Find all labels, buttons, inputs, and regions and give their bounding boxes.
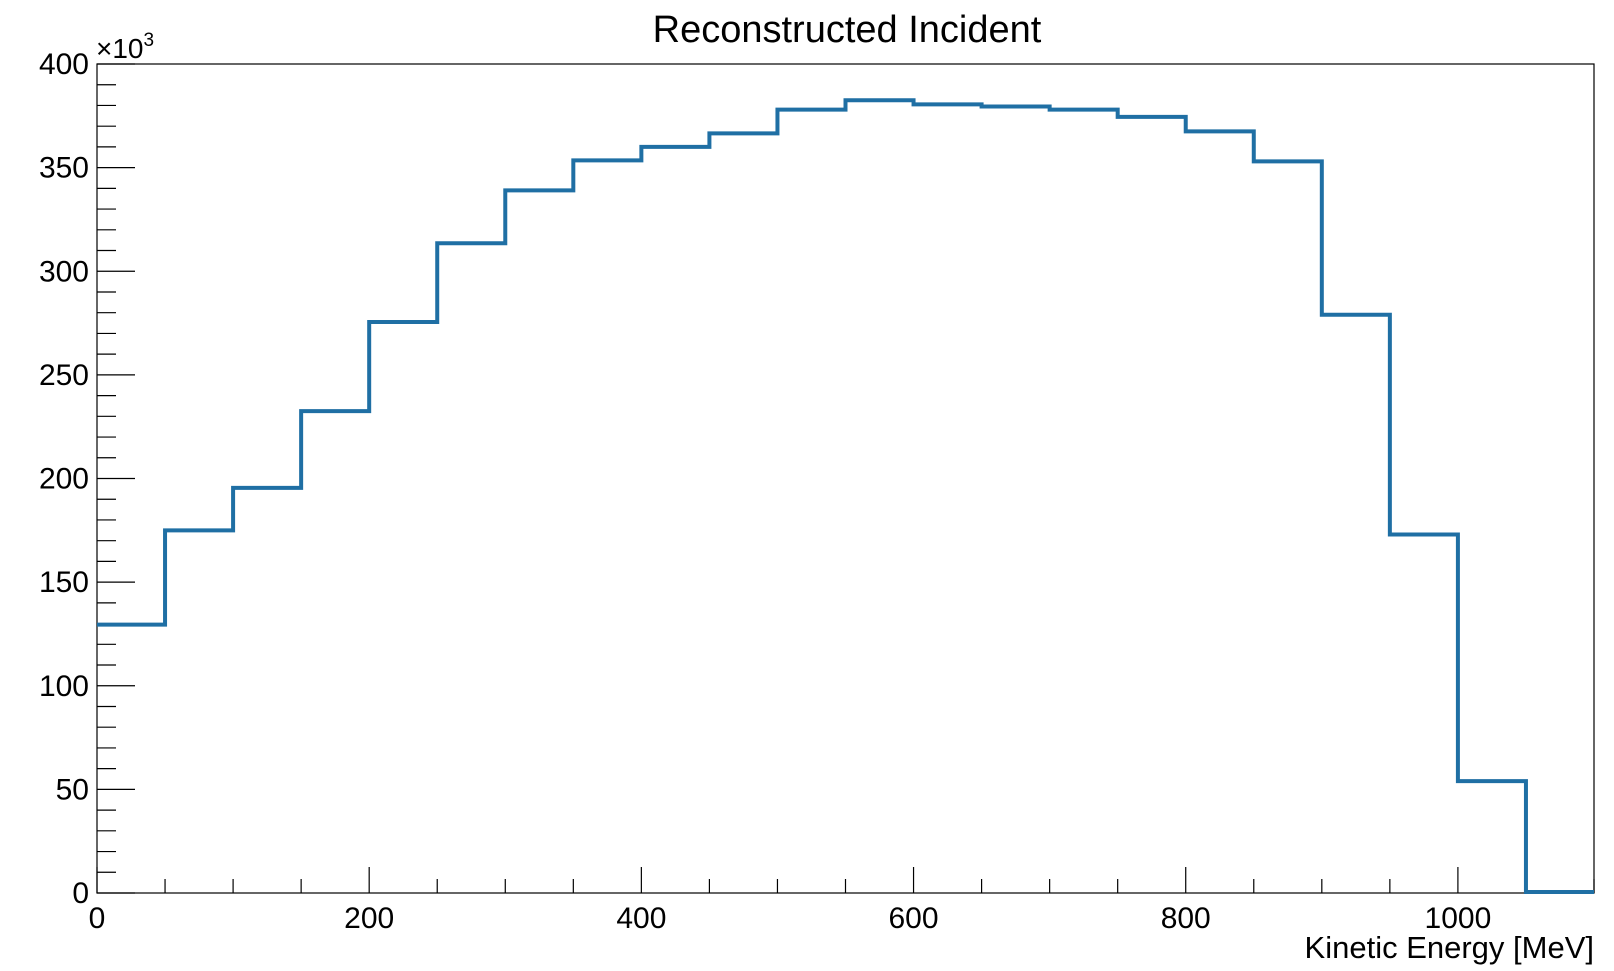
histogram-bin bbox=[301, 411, 369, 893]
histogram-bin bbox=[165, 530, 233, 893]
histogram-bin bbox=[369, 322, 437, 893]
histogram-bin bbox=[1390, 534, 1458, 893]
y-axis: 0 50 100 150 200 250 300 350 400 bbox=[39, 48, 135, 910]
histogram-bin bbox=[641, 147, 709, 893]
histogram-bin bbox=[1458, 781, 1526, 893]
y-tick-label: 100 bbox=[39, 670, 89, 703]
y-tick-label: 200 bbox=[39, 463, 89, 496]
histogram-bin bbox=[1254, 161, 1322, 893]
y-tick-label: 0 bbox=[72, 877, 89, 910]
histogram-bin bbox=[846, 100, 914, 893]
x-tick-label: 400 bbox=[616, 902, 666, 935]
x-tick-label: 0 bbox=[89, 902, 106, 935]
x-tick-label: 600 bbox=[889, 902, 939, 935]
y-tick-label: 300 bbox=[39, 255, 89, 288]
y-tick-label: 350 bbox=[39, 152, 89, 185]
y-multiplier-base: ×10 bbox=[96, 33, 144, 64]
histogram-bin bbox=[914, 104, 982, 893]
y-tick-label: 400 bbox=[39, 48, 89, 81]
chart-title: Reconstructed Incident bbox=[653, 9, 1042, 51]
histogram-bin bbox=[97, 625, 165, 893]
histogram-series-line bbox=[97, 98, 1594, 894]
histogram-bin bbox=[1118, 117, 1186, 893]
histogram-bin bbox=[709, 133, 777, 893]
histogram-bin bbox=[982, 106, 1050, 893]
histogram-bin bbox=[1050, 110, 1118, 893]
y-tick-label: 250 bbox=[39, 359, 89, 392]
y-axis-multiplier: ×103 bbox=[96, 30, 154, 64]
histogram-bin bbox=[1186, 131, 1254, 893]
histogram-bin bbox=[777, 110, 845, 893]
x-tick-label: 800 bbox=[1161, 902, 1211, 935]
x-tick-label: 200 bbox=[344, 902, 394, 935]
y-tick-label: 50 bbox=[56, 773, 89, 806]
histogram-bins bbox=[97, 100, 1594, 893]
x-tick-label: 1000 bbox=[1425, 902, 1492, 935]
y-multiplier-exponent: 3 bbox=[144, 30, 155, 51]
histogram-bin bbox=[573, 160, 641, 893]
y-tick-label: 150 bbox=[39, 566, 89, 599]
histogram-bin bbox=[233, 488, 301, 893]
histogram-bin bbox=[1526, 892, 1594, 893]
histogram-bin bbox=[1322, 315, 1390, 893]
histogram-bin bbox=[505, 190, 573, 893]
x-axis-label: Kinetic Energy [MeV] bbox=[1305, 930, 1594, 965]
x-axis: 0 200 400 600 800 1000 bbox=[89, 867, 1595, 935]
histogram-bin bbox=[437, 243, 505, 893]
